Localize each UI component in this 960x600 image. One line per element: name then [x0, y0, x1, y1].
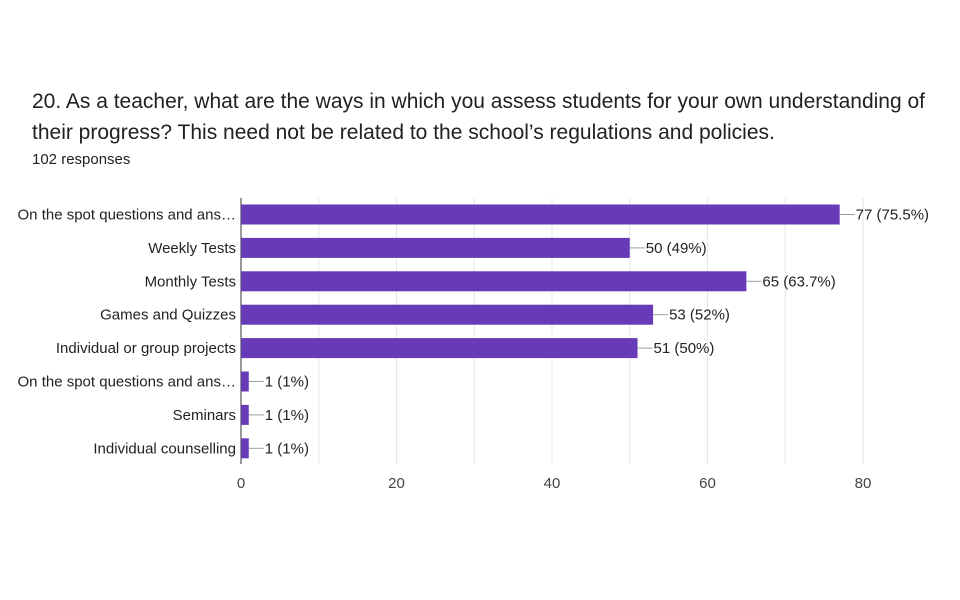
x-tick-label: 40: [544, 475, 561, 492]
bar: [241, 237, 630, 258]
value-label: 1 (1%): [265, 440, 309, 457]
value-label: 51 (50%): [654, 340, 715, 357]
question-title: 20. As a teacher, what are the ways in w…: [32, 90, 926, 144]
bar: [241, 271, 747, 292]
category-label: Games and Quizzes: [100, 307, 236, 324]
response-count: 102 responses: [32, 151, 131, 168]
bar: [241, 304, 654, 325]
category-label: On the spot questions and ans…: [18, 374, 236, 391]
value-label: 1 (1%): [265, 374, 309, 391]
category-label: Seminars: [173, 407, 236, 424]
value-label: 65 (63.7%): [762, 273, 835, 290]
x-tick-label: 60: [699, 475, 716, 492]
bar: [241, 338, 638, 359]
value-label: 50 (49%): [646, 240, 707, 257]
bar: [241, 438, 249, 459]
x-tick-label: 0: [237, 475, 245, 492]
bar: [241, 204, 840, 225]
category-label: Individual counselling: [93, 440, 236, 457]
x-tick-label: 20: [388, 475, 405, 492]
value-label: 53 (52%): [669, 307, 730, 324]
category-label: On the spot questions and ans…: [18, 207, 236, 224]
bar: [241, 404, 249, 425]
bar: [241, 371, 249, 392]
x-tick-label: 80: [855, 475, 872, 492]
value-label: 77 (75.5%): [856, 207, 929, 224]
category-label: Individual or group projects: [56, 340, 236, 357]
category-label: Weekly Tests: [148, 240, 236, 257]
category-label: Monthly Tests: [145, 273, 236, 290]
value-label: 1 (1%): [265, 407, 309, 424]
